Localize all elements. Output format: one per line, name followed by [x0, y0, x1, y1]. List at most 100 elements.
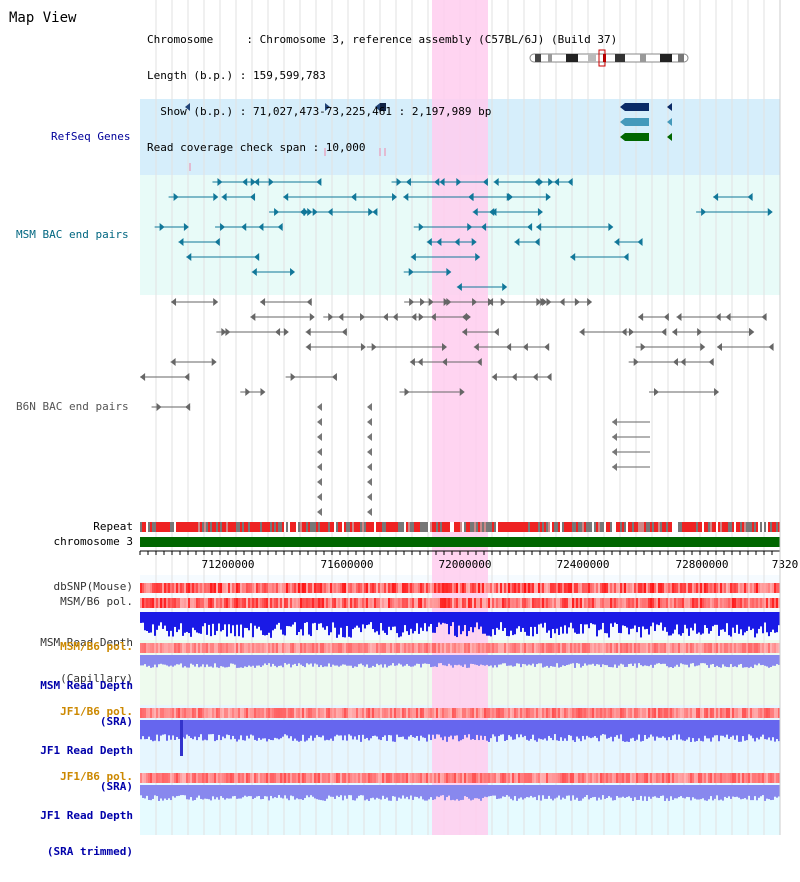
- b6n-bac-pair-end: [417, 358, 423, 366]
- dbsnp-cell: [176, 583, 178, 593]
- msm-pol-sra-cell: [510, 643, 512, 653]
- genome-tracks[interactable]: 71200000 71600000 72000000 72400000 72800000…: [0, 0, 800, 835]
- msm-depth-sra-bar: [492, 655, 494, 668]
- track-label-msm-bac[interactable]: MSM BAC end pairs: [16, 228, 129, 241]
- track-label-jf1-pol-1[interactable]: JF1/B6 pol.: [60, 705, 133, 718]
- jf1-depth-sra-bar: [584, 720, 586, 740]
- dbsnp-cell: [420, 583, 422, 593]
- track-label-refseq[interactable]: RefSeq Genes: [51, 130, 131, 143]
- jf1-depth-sra-line2: (SRA): [99, 780, 133, 793]
- jf1-pol-trim-cell: [294, 773, 296, 783]
- msm-depth-sra-bar: [486, 655, 488, 665]
- msm-pol-sra-cell: [188, 643, 190, 653]
- jf1-depth-sra-bar: [616, 720, 618, 736]
- jf1-pol-trim-cell: [472, 773, 474, 783]
- jf1-pol-trim-cell: [150, 773, 152, 783]
- msm-pol-cell: [652, 598, 654, 608]
- repeat-segment: [536, 522, 538, 532]
- dbsnp-cell: [506, 583, 508, 593]
- jf1-depth-sra-bar: [332, 720, 334, 741]
- repeat-segment: [712, 522, 714, 532]
- dbsnp-cell: [440, 583, 442, 593]
- jf1-depth-trim-bar: [238, 785, 240, 799]
- jf1-depth-sra-bar: [694, 720, 696, 742]
- jf1-depth-sra-bar: [212, 720, 214, 735]
- jf1-pol-cell: [688, 708, 690, 718]
- jf1-pol-cell: [364, 708, 366, 718]
- jf1-depth-trim-bar: [364, 785, 366, 801]
- msm-depth-sra-bar: [568, 655, 570, 665]
- msm-bac-pair-end: [537, 208, 543, 216]
- track-label-chromosome[interactable]: chromosome 3: [53, 535, 133, 548]
- msm-pol-sra-cell: [310, 643, 312, 653]
- msm-pol-cell: [148, 598, 150, 608]
- msm-pol-sra-cell: [254, 643, 256, 653]
- gene-block: [625, 118, 649, 126]
- msm-pol-cell: [178, 598, 180, 608]
- msm-depth-cap-bar: [466, 612, 468, 637]
- track-label-msm-pol-2[interactable]: MSM/B6 pol.: [60, 640, 133, 653]
- track-label-b6n-bac[interactable]: B6N BAC end pairs: [16, 400, 129, 413]
- repeat-segment: [630, 522, 632, 532]
- track-label-dbsnp[interactable]: dbSNP(Mouse): [53, 580, 133, 593]
- repeat-segment: [660, 522, 662, 532]
- jf1-depth-sra-bar: [290, 720, 292, 737]
- jf1-depth-sra-bar: [774, 720, 776, 742]
- track-label-msm-depth-sra[interactable]: MSM Read Depth (SRA): [40, 656, 133, 752]
- jf1-depth-sra-bar: [174, 720, 176, 740]
- track-label-jf1-depth-trim[interactable]: JF1 Read Depth (SRA trimmed): [40, 786, 133, 882]
- dbsnp-cell: [764, 583, 766, 593]
- msm-pol-cell: [692, 598, 694, 608]
- jf1-pol-trim-cell: [152, 773, 154, 783]
- msm-bac-pair-end: [220, 223, 226, 231]
- msm-pol-cell: [674, 598, 676, 608]
- jf1-depth-trim-bar: [498, 785, 500, 799]
- jf1-pol-trim-cell: [348, 773, 350, 783]
- msm-depth-cap-bar: [402, 612, 404, 633]
- jf1-pol-trim-cell: [400, 773, 402, 783]
- track-label-repeat[interactable]: Repeat: [93, 520, 133, 533]
- msm-pol-cell: [476, 598, 478, 608]
- jf1-depth-sra-bar: [246, 720, 248, 736]
- dbsnp-cell: [534, 583, 536, 593]
- jf1-depth-trim-bar: [650, 785, 652, 799]
- repeat-segment: [310, 522, 312, 532]
- track-label-jf1-depth-sra[interactable]: JF1 Read Depth (SRA): [40, 721, 133, 817]
- msm-bac-pair-end: [614, 238, 620, 246]
- track-label-jf1-pol-2[interactable]: JF1/B6 pol.: [60, 770, 133, 783]
- msm-pol-sra-cell: [462, 643, 464, 653]
- jf1-depth-spike: [180, 720, 183, 756]
- msm-pol-cell: [342, 598, 344, 608]
- msm-pol-sra-cell: [284, 643, 286, 653]
- jf1-depth-sra-bar: [144, 720, 146, 740]
- msm-pol-cell: [248, 598, 250, 608]
- dbsnp-cell: [732, 583, 734, 593]
- msm-pol-cell: [140, 598, 142, 608]
- dbsnp-cell: [402, 583, 404, 593]
- msm-pol-cell: [468, 598, 470, 608]
- track-label-msm-pol-1[interactable]: MSM/B6 pol.: [60, 595, 133, 608]
- repeat-segment: [566, 522, 568, 532]
- jf1-depth-trim-bar: [264, 785, 266, 797]
- repeat-segment: [484, 522, 486, 532]
- msm-depth-sra-bar: [234, 655, 236, 665]
- jf1-pol-cell: [242, 708, 244, 718]
- b6n-bac-pair-end: [672, 328, 678, 336]
- msm-pol-cell: [308, 598, 310, 608]
- jf1-depth-sra-bar: [284, 720, 286, 735]
- msm-pol-cell: [368, 598, 370, 608]
- jf1-pol-trim-cell: [670, 773, 672, 783]
- jf1-pol-trim-cell: [746, 773, 748, 783]
- jf1-pol-cell: [360, 708, 362, 718]
- msm-pol-sra-cell: [578, 643, 580, 653]
- msm-pol-cell: [568, 598, 570, 608]
- track-label-msm-depth-cap[interactable]: MSM Read Depth (Capillary): [40, 613, 133, 709]
- msm-pol-cell: [544, 598, 546, 608]
- msm-depth-cap-bar: [634, 612, 636, 626]
- msm-depth-cap-line1: MSM Read Depth: [40, 636, 133, 649]
- msm-pol-sra-cell: [670, 643, 672, 653]
- jf1-depth-sra-bar: [196, 720, 198, 741]
- jf1-depth-sra-bar: [548, 720, 550, 736]
- dbsnp-cell: [728, 583, 730, 593]
- jf1-pol-trim-cell: [590, 773, 592, 783]
